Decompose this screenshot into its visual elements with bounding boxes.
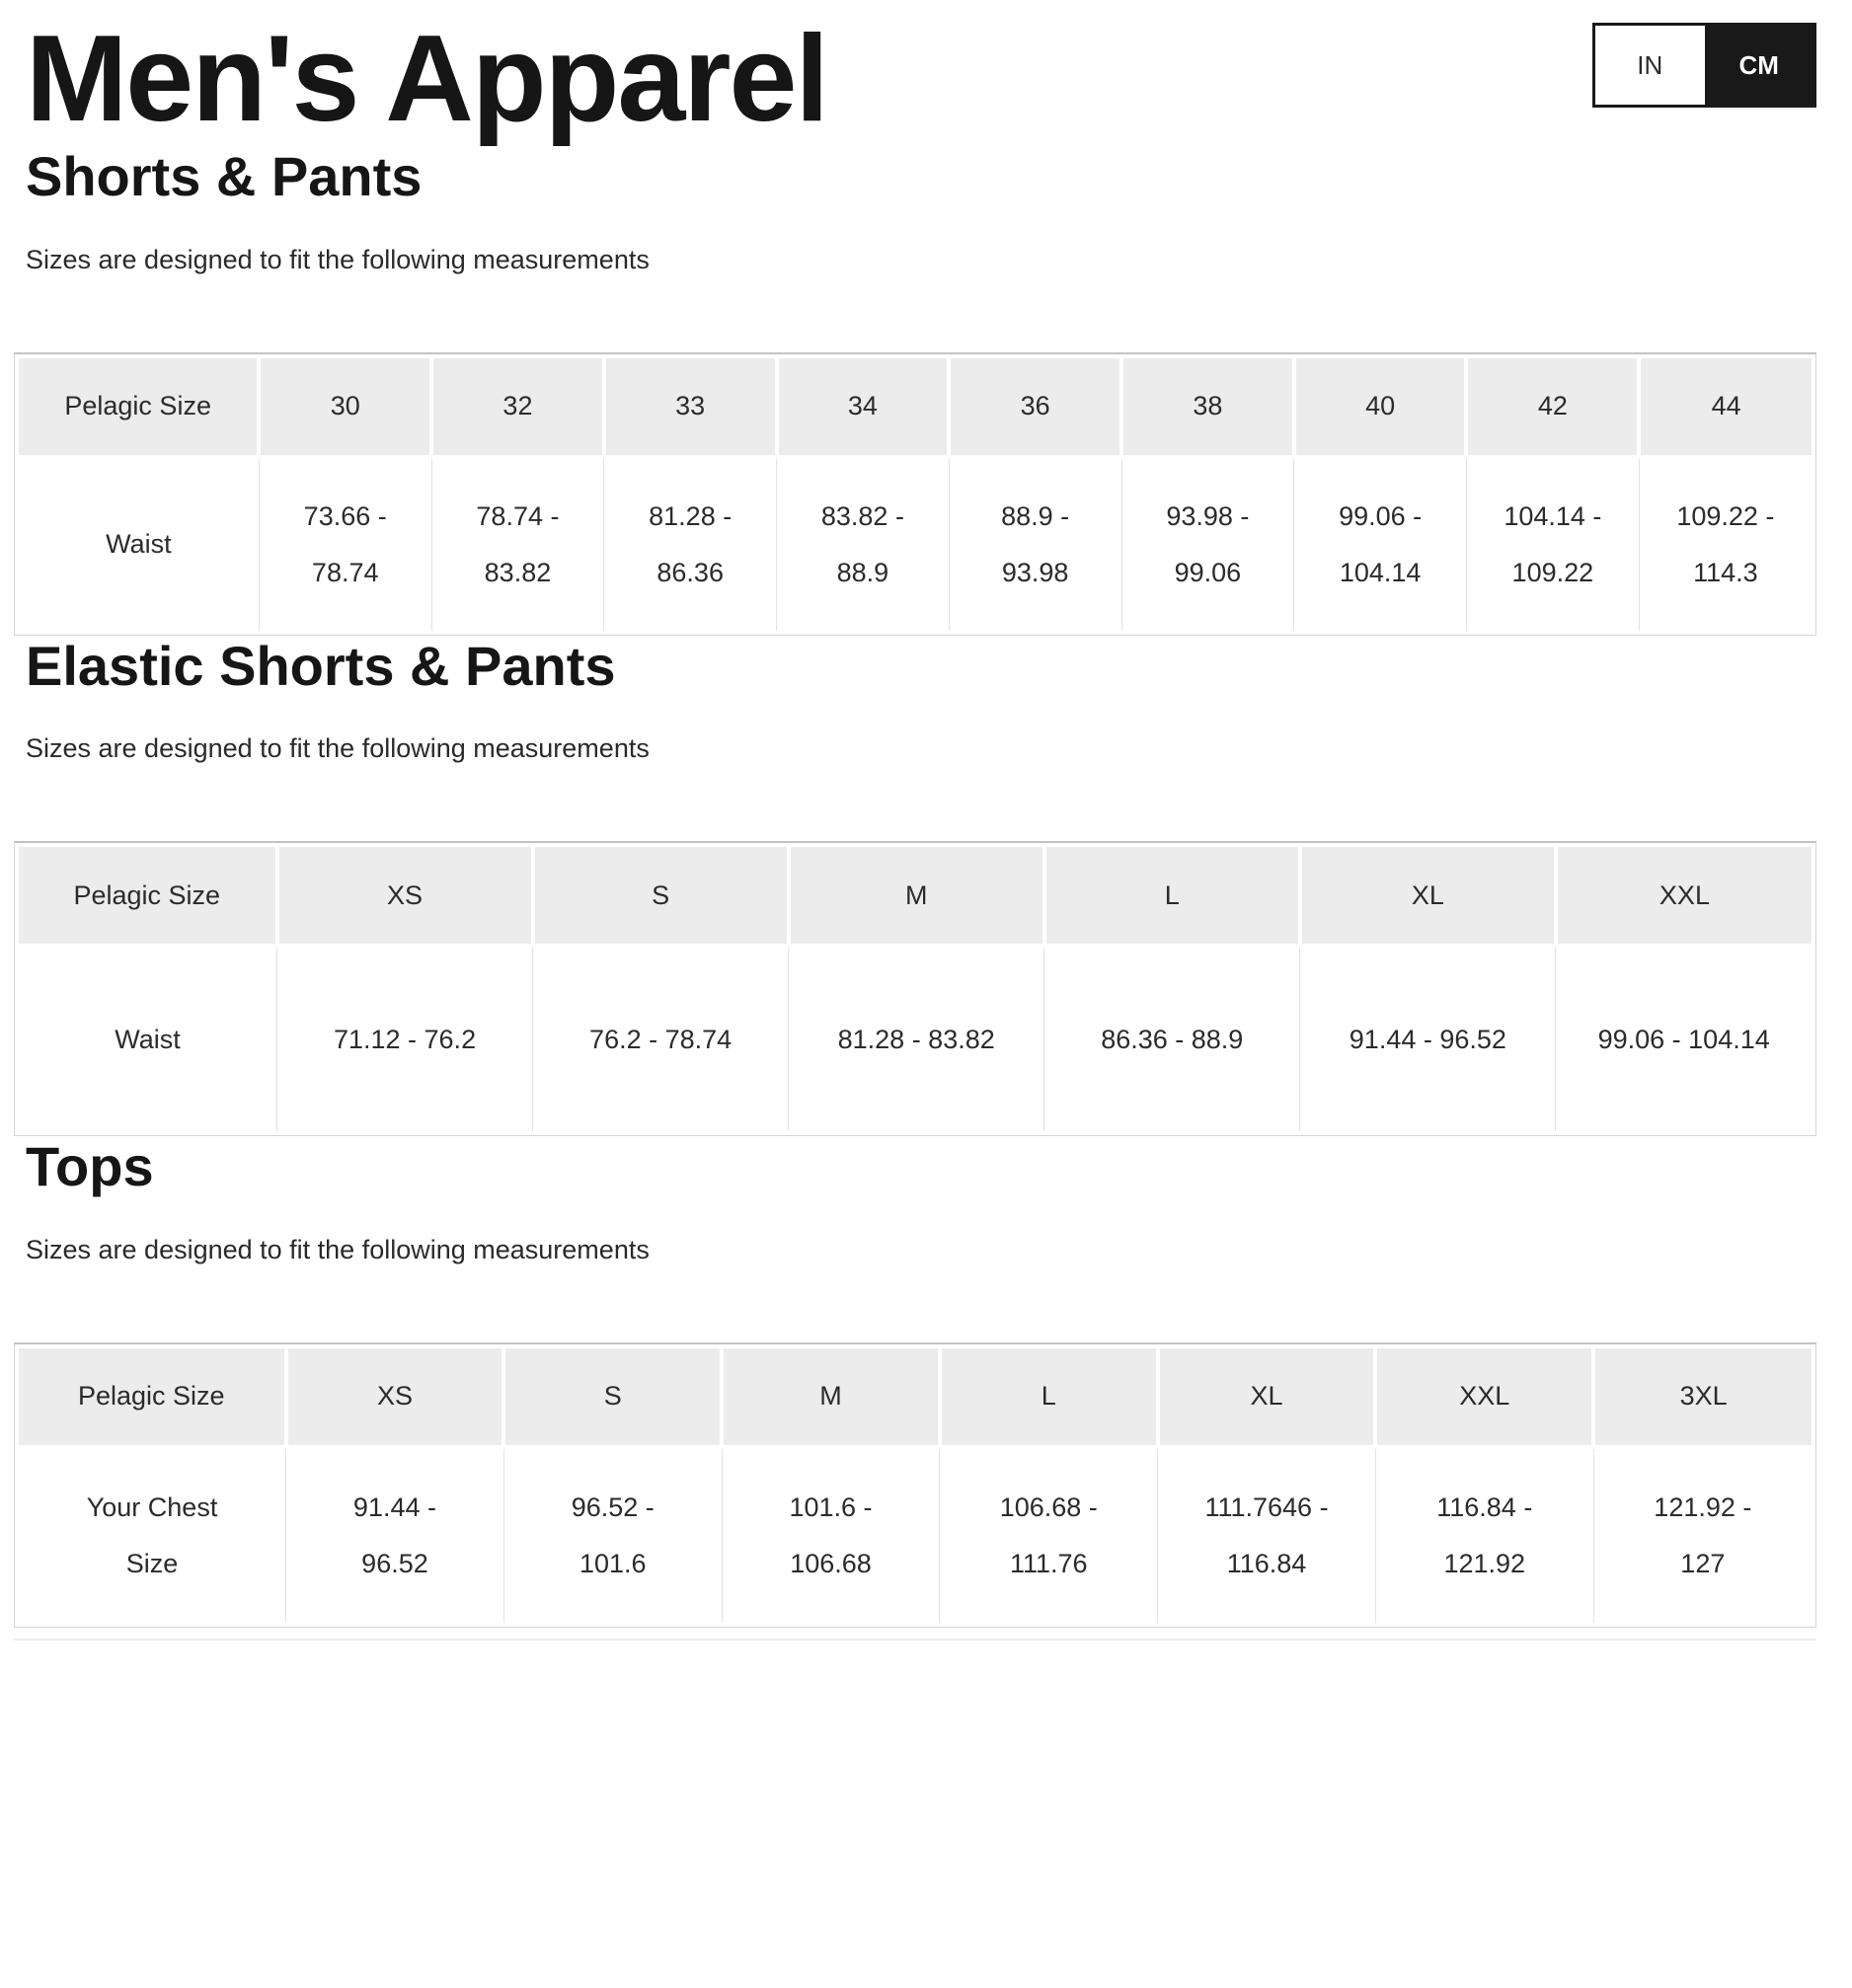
measurement-cell: 93.98 - 99.06 xyxy=(1120,456,1294,631)
shorts-pants-table-wrap: Pelagic Size 30 32 33 34 36 38 40 42 44 Waist 73.66… xyxy=(14,351,1816,636)
size-header-cell: XXL xyxy=(1373,1347,1594,1449)
measurement-cell: 78.74 - 83.82 xyxy=(430,456,604,631)
page-title: Men's Apparel xyxy=(26,11,829,147)
measurement-cell: 121.92 - 127 xyxy=(1592,1446,1812,1623)
size-header-cell: XS xyxy=(274,847,533,949)
measurement-cell: 76.2 - 78.74 xyxy=(532,946,789,1132)
size-header-cell: S xyxy=(530,847,789,949)
shorts-pants-subtitle: Sizes are designed to fit the following … xyxy=(26,244,650,274)
tops-table-wrap: Pelagic Size XS S M L XL XXL 3XL Your Chest Size… xyxy=(14,1341,1816,1628)
row-label-cell: Waist xyxy=(106,529,172,560)
section-tops: Tops Sizes are designed to fit the follo… xyxy=(14,1136,1852,1628)
table-row: Waist 71.12 - 76.2 76.2 - 78.74 81.28 - 83.… xyxy=(19,946,1812,1132)
measurement-cell: 104.14 - 109.22 xyxy=(1465,456,1640,631)
measurement-cell: 96.52 - 101.6 xyxy=(502,1446,723,1623)
size-header-cell: 36 xyxy=(947,357,1122,459)
size-header-cell: XXL xyxy=(1553,847,1812,949)
section-shorts-pants: Shorts & Pants Sizes are designed to fit… xyxy=(14,146,1852,636)
measurement-cell: 73.66 - 78.74 xyxy=(258,456,432,631)
size-header-cell: 44 xyxy=(1637,357,1812,459)
size-header-cell: 30 xyxy=(257,357,432,459)
size-header-cell: XL xyxy=(1297,847,1556,949)
measurement-cell: 81.28 - 83.82 xyxy=(788,946,1044,1132)
unit-toggle: IN CM xyxy=(1592,23,1816,108)
corner-header-cell: Pelagic Size xyxy=(19,847,277,949)
measurement-cell: 83.82 - 88.9 xyxy=(776,456,950,631)
measurement-cell: 116.84 - 121.92 xyxy=(1374,1446,1594,1623)
size-header-cell: XS xyxy=(283,1347,504,1449)
measurement-cell: 101.6 - 106.68 xyxy=(721,1446,940,1623)
tops-subtitle: Sizes are designed to fit the following … xyxy=(26,1234,650,1264)
size-table-header-row: Pelagic Size 30 32 33 34 36 38 40 42 44 xyxy=(19,357,1812,459)
size-header-cell: 40 xyxy=(1291,357,1467,459)
size-header-cell: 32 xyxy=(429,357,604,459)
size-header-cell: 3XL xyxy=(1591,1347,1812,1449)
section-elastic-shorts-pants: Elastic Shorts & Pants Sizes are designe… xyxy=(14,634,1852,1137)
row-label-cell: Your Chest Size xyxy=(86,1492,218,1578)
size-header-cell: M xyxy=(786,847,1044,949)
measurement-cell: 109.22 - 114.3 xyxy=(1638,456,1812,631)
measurement-cell: 111.7646 - 116.84 xyxy=(1157,1446,1376,1623)
corner-header-cell: Pelagic Size xyxy=(19,1347,286,1449)
elastic-shorts-pants-table-wrap: Pelagic Size XS S M L XL XXL Waist 71.12 - 76.2 7… xyxy=(14,841,1816,1137)
size-header-cell: XL xyxy=(1155,1347,1376,1449)
elastic-shorts-pants-subtitle: Sizes are designed to fit the following … xyxy=(26,733,650,764)
row-label-cell: Waist xyxy=(115,1024,181,1054)
measurement-cell: 86.36 - 88.9 xyxy=(1043,946,1300,1132)
measurement-cell: 91.44 - 96.52 xyxy=(1299,946,1556,1132)
size-header-cell: M xyxy=(720,1347,940,1449)
size-header-cell: 34 xyxy=(774,357,950,459)
corner-header-cell: Pelagic Size xyxy=(19,357,260,459)
size-header-cell: L xyxy=(1042,847,1300,949)
elastic-shorts-pants-size-table: Pelagic Size XS S M L XL XXL Waist 71.12 - 76.2 7… xyxy=(19,847,1812,1132)
measurement-cell: 91.44 - 96.52 xyxy=(285,1446,504,1623)
tops-heading: Tops xyxy=(26,1135,154,1198)
size-chart-page: IN CM Men's Apparel Shorts & Pants Sizes… xyxy=(0,11,1852,1670)
size-header-cell: L xyxy=(937,1347,1158,1449)
size-header-cell: 38 xyxy=(1119,357,1294,459)
measurement-cell: 88.9 - 93.98 xyxy=(948,456,1122,631)
size-header-cell: 42 xyxy=(1464,357,1640,459)
tops-size-table: Pelagic Size XS S M L XL XXL 3XL Your Chest Size… xyxy=(19,1347,1812,1623)
measurement-cell: 81.28 - 86.36 xyxy=(603,456,777,631)
next-table-top-edge xyxy=(14,1638,1816,1641)
elastic-shorts-pants-heading: Elastic Shorts & Pants xyxy=(26,634,616,697)
size-header-cell: 33 xyxy=(601,357,777,459)
unit-in-button[interactable]: IN xyxy=(1595,26,1705,105)
measurement-cell: 99.06 - 104.14 xyxy=(1293,456,1467,631)
shorts-pants-size-table: Pelagic Size 30 32 33 34 36 38 40 42 44 Waist 73.66… xyxy=(19,357,1812,631)
size-header-cell: S xyxy=(502,1347,723,1449)
shorts-pants-heading: Shorts & Pants xyxy=(26,144,423,207)
measurement-cell: 106.68 - 111.76 xyxy=(939,1446,1158,1623)
size-table-header-row: Pelagic Size XS S M L XL XXL 3XL xyxy=(19,1347,1812,1449)
measurement-cell: 71.12 - 76.2 xyxy=(275,946,533,1132)
unit-cm-button[interactable]: CM xyxy=(1704,26,1813,105)
measurement-cell: 99.06 - 104.14 xyxy=(1555,946,1812,1132)
table-row: Waist 73.66 - 78.74 78.74 - 83.82 81.28 - 8… xyxy=(19,456,1812,631)
size-table-header-row: Pelagic Size XS S M L XL XXL xyxy=(19,847,1812,949)
table-row: Your Chest Size 91.44 - 96.52 96.52 - 101.… xyxy=(19,1446,1812,1623)
